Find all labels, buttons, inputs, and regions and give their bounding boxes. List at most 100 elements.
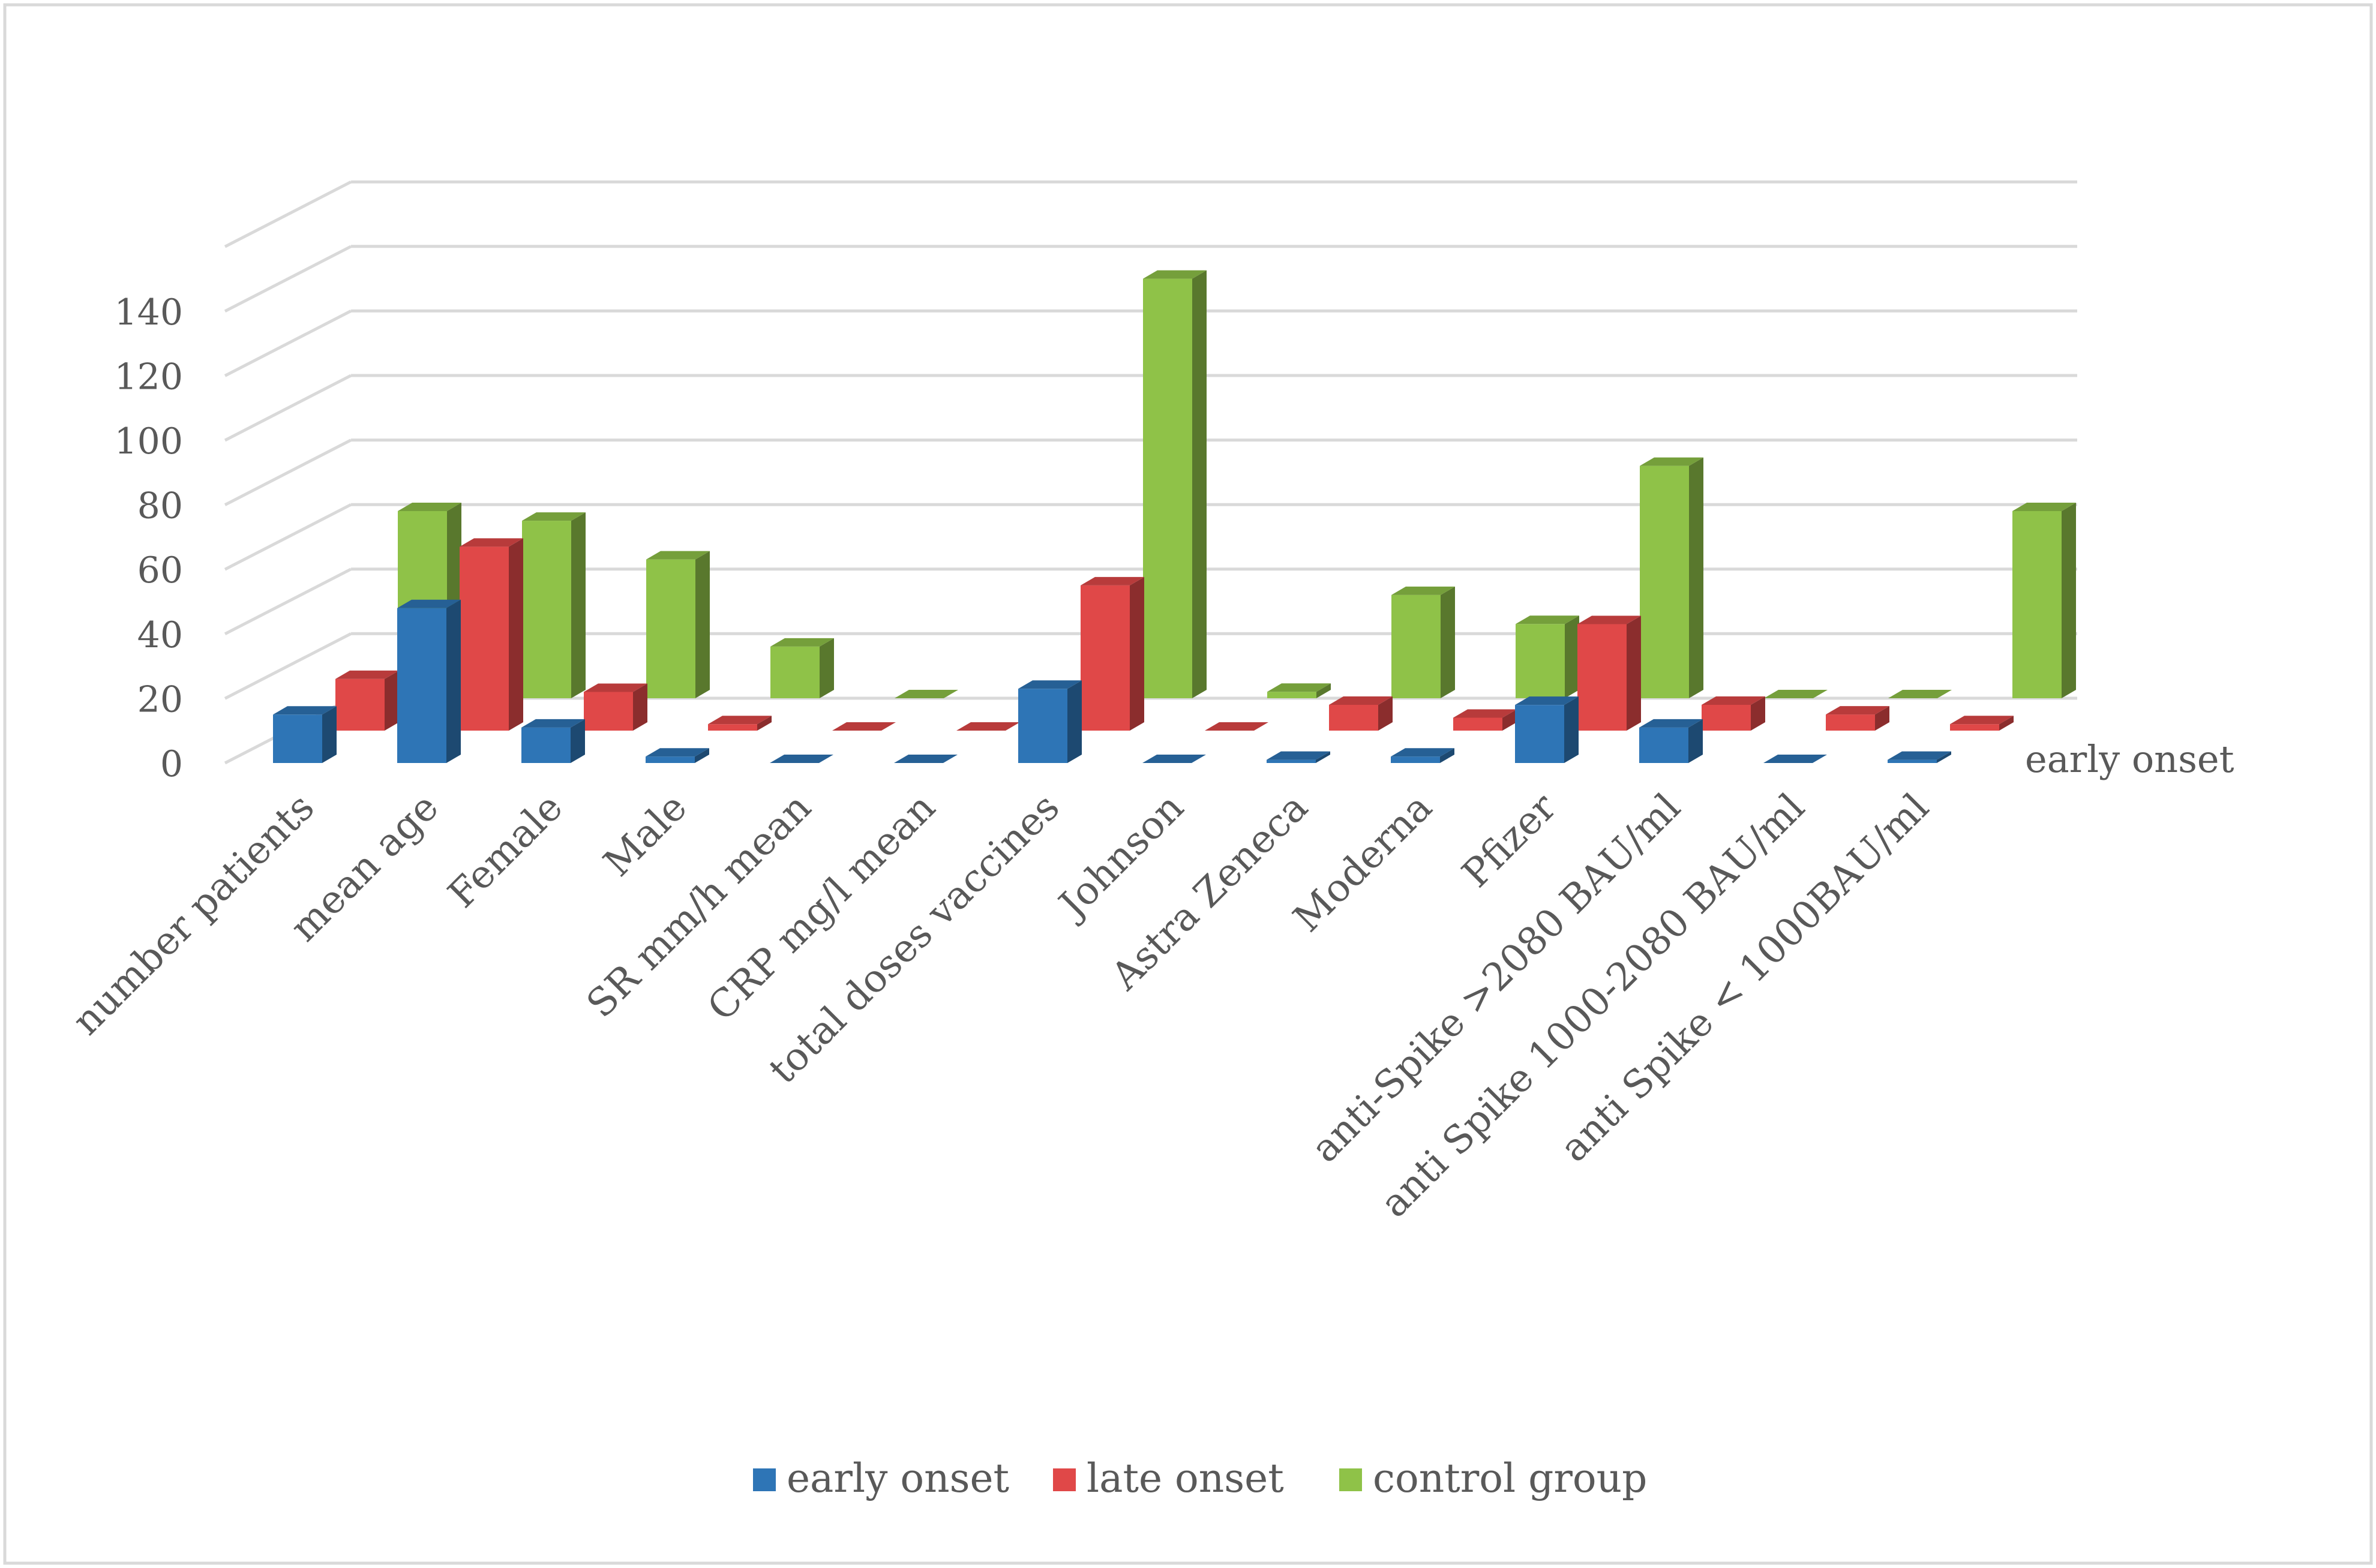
bar-top-face — [1888, 751, 1951, 760]
bar-1-12 — [1826, 706, 1889, 731]
legend-swatch — [1053, 1468, 1076, 1491]
gridline-side — [224, 503, 352, 571]
bar-0-10 — [1515, 696, 1579, 763]
bar-front-face — [397, 608, 446, 763]
bar-top-face — [1639, 719, 1703, 728]
bar-top-face — [521, 719, 585, 728]
bar-0-6 — [1018, 680, 1082, 763]
y-tick-label: 120 — [114, 356, 183, 398]
bar-top-face — [398, 502, 461, 511]
bar-1-11 — [1702, 696, 1765, 731]
bar-top-face — [1515, 696, 1579, 705]
bar-side-face — [1689, 457, 1703, 698]
bar-front-face — [1516, 624, 1565, 698]
bar-side-face — [385, 670, 399, 731]
bar-top-face — [1577, 615, 1641, 624]
bar-top-face — [1763, 755, 1827, 763]
y-tick-label: 20 — [137, 678, 183, 720]
bar-top-face — [1329, 696, 1393, 705]
bar-top-face — [1267, 751, 1330, 760]
legend-label: early onset — [787, 1455, 1009, 1501]
bar-1-2 — [584, 683, 647, 731]
bar-0-2 — [521, 719, 585, 763]
legend-label: late onset — [1087, 1455, 1284, 1501]
bar-top-face — [460, 538, 523, 547]
gridline-side — [224, 567, 352, 636]
bar-top-face — [1142, 755, 1206, 763]
bar-1-7 — [1205, 722, 1268, 731]
bar-top-face — [956, 722, 1020, 731]
bar-front-face — [1950, 724, 1999, 731]
bar-top-face — [1391, 748, 1454, 757]
bar-side-face — [1999, 716, 2014, 731]
bar-side-face — [1378, 696, 1393, 731]
bar-top-face — [1950, 716, 2014, 725]
bar-top-face — [1081, 576, 1144, 585]
bar-top-face — [895, 690, 958, 698]
bar-1-5 — [956, 722, 1020, 731]
bar-side-face — [1130, 576, 1144, 731]
bar-side-face — [1688, 719, 1703, 763]
bar-front-face — [1888, 759, 1937, 763]
bar-top-face — [832, 722, 896, 731]
bar-2-9 — [1516, 615, 1579, 698]
bar-top-face — [770, 755, 833, 763]
bar-top-face — [1640, 457, 1703, 466]
bar-1-8 — [1329, 696, 1393, 731]
y-tick-label: 80 — [137, 485, 183, 527]
bar-front-face — [460, 546, 509, 731]
bar-front-face — [1577, 624, 1627, 731]
bar-top-face — [1702, 696, 1765, 705]
legend-item: control group — [1339, 1455, 1647, 1501]
bar-0-7 — [1142, 755, 1206, 763]
bar-side-face — [1565, 615, 1579, 698]
bar-0-0 — [273, 706, 337, 763]
legend-item: early onset — [753, 1455, 1009, 1501]
bar-top-face — [770, 638, 834, 647]
bar-top-face — [646, 748, 709, 757]
bar-1-9 — [1453, 709, 1517, 731]
bar-front-face — [1081, 585, 1130, 731]
bar-side-face — [1441, 586, 1455, 698]
bar-side-face — [695, 748, 709, 763]
bar-front-face — [1391, 594, 1441, 698]
gridline-side — [224, 180, 352, 248]
bar-top-face — [335, 670, 399, 679]
bar-0-11 — [1639, 719, 1703, 763]
bar-side-face — [1440, 748, 1454, 763]
bar-top-face — [1391, 586, 1455, 595]
y-tick-label: 40 — [137, 614, 183, 656]
bar-front-face — [646, 756, 695, 763]
bar-top-face — [894, 755, 958, 763]
bar-front-face — [273, 714, 322, 763]
bar-1-6 — [1081, 576, 1144, 731]
bar-2-10 — [1640, 457, 1703, 698]
bar-top-face — [584, 683, 647, 692]
bar-2-4 — [895, 690, 958, 698]
bar-side-face — [1067, 680, 1082, 763]
gridline-side — [224, 245, 352, 313]
bar-side-face — [1316, 751, 1330, 763]
legend-item: late onset — [1053, 1455, 1284, 1501]
bar-0-9 — [1391, 748, 1454, 763]
bar-0-3 — [646, 748, 709, 763]
bar-2-2 — [646, 551, 710, 698]
bar-side-face — [322, 706, 337, 763]
legend-swatch — [1339, 1468, 1362, 1491]
legend-swatch — [753, 1468, 776, 1491]
bar-front-face — [522, 521, 571, 698]
bar-side-face — [1564, 696, 1579, 763]
bar-top-face — [646, 551, 710, 560]
bar-side-face — [571, 719, 585, 763]
bar-1-4 — [832, 722, 896, 731]
bar-front-face — [1391, 756, 1440, 763]
y-tick-label: 100 — [114, 420, 183, 462]
bar-side-face — [633, 683, 647, 731]
bar-front-face — [521, 727, 571, 763]
bar-top-face — [1826, 706, 1889, 715]
bar-0-12 — [1763, 755, 1827, 763]
bar-side-face — [2062, 502, 2076, 698]
bar-front-face — [1267, 692, 1316, 698]
bar-2-11 — [1764, 690, 1828, 698]
bar-top-face — [1888, 690, 1952, 698]
